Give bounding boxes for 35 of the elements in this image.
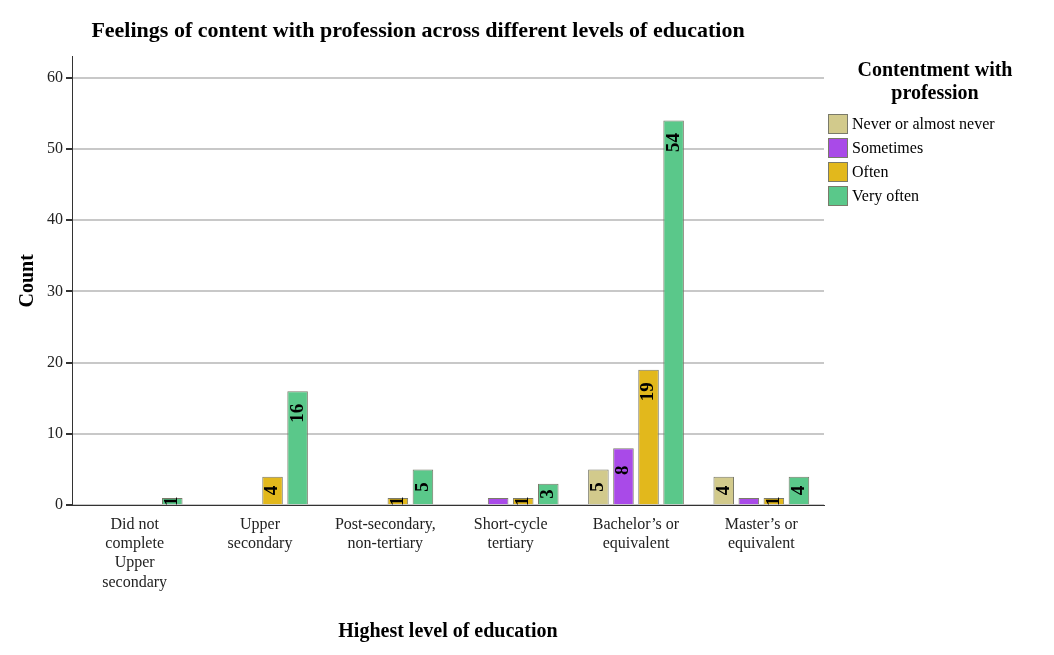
legend-label: Never or almost never (852, 115, 995, 133)
data-label: 8 (611, 465, 633, 475)
x-tick-label: Post-secondary, non-tertiary (334, 515, 436, 553)
data-label: 1 (511, 496, 533, 506)
chart-title: Feelings of content with profession across different levels of education (91, 16, 745, 42)
y-tick-label: 0 (55, 495, 63, 513)
y-tick-label: 30 (47, 281, 63, 299)
data-label: 16 (285, 403, 307, 423)
x-tick-label: Upper secondary (227, 515, 293, 553)
data-label: 5 (586, 482, 608, 492)
data-label: 5 (410, 482, 432, 492)
y-tick-label: 40 (47, 210, 63, 228)
data-label: 4 (711, 485, 733, 496)
data-label: 54 (661, 132, 683, 153)
y-tick-label: 50 (47, 139, 63, 157)
legend-title: Contentment with profession (856, 58, 1014, 104)
legend-label: Often (852, 163, 889, 181)
x-axis-title: Highest level of education (338, 619, 558, 643)
data-label: 1 (160, 496, 182, 506)
y-tick-label: 20 (47, 352, 63, 370)
data-label: 3 (536, 489, 558, 499)
x-tick-label: Master’s or equivalent (724, 515, 799, 553)
y-tick-label: 60 (47, 67, 63, 85)
x-tick-label: Short-cycle tertiary (473, 515, 548, 553)
x-tick-label: Bachelor’s or equivalent (592, 515, 680, 553)
x-tick-label: Did not complete Upper secondary (102, 515, 168, 591)
legend-label: Sometimes (852, 139, 924, 157)
y-axis-title: Count (15, 253, 38, 308)
data-label: 1 (385, 496, 407, 506)
y-tick-label: 10 (47, 424, 63, 442)
data-label: 1 (761, 496, 783, 506)
data-label: 19 (636, 382, 658, 402)
data-label: 4 (786, 485, 808, 496)
legend-label: Very often (852, 187, 920, 205)
data-label: 4 (260, 485, 282, 496)
